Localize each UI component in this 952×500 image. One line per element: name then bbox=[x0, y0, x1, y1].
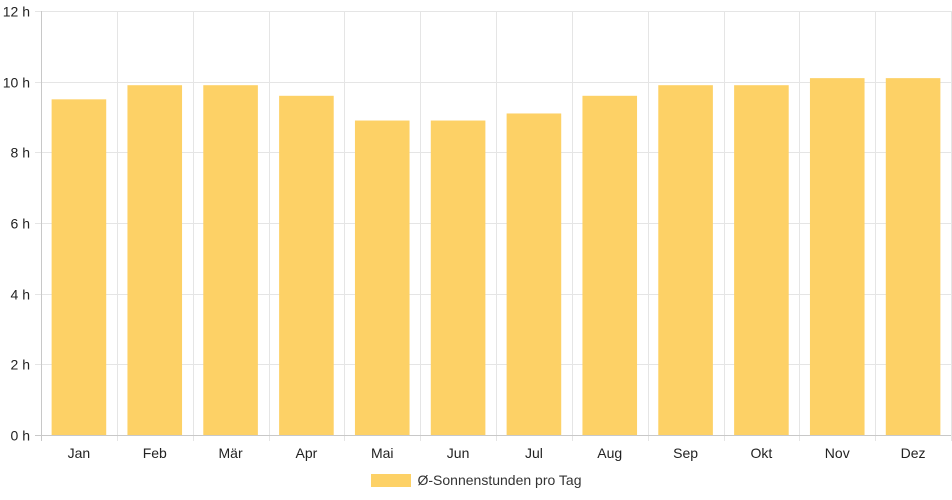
y-tick-label: 6 h bbox=[11, 216, 30, 232]
legend-label: Ø-Sonnenstunden pro Tag bbox=[417, 472, 582, 488]
bar[interactable] bbox=[203, 85, 258, 435]
bar[interactable] bbox=[430, 120, 486, 436]
x-tick-label: Mär bbox=[219, 445, 243, 461]
x-tick-label: Sep bbox=[673, 445, 698, 461]
axes bbox=[35, 11, 951, 441]
y-tick-label: 2 h bbox=[11, 357, 30, 373]
legend[interactable]: Ø-Sonnenstunden pro Tag bbox=[0, 472, 952, 488]
bar[interactable] bbox=[582, 95, 638, 436]
bar[interactable] bbox=[885, 78, 941, 435]
bar[interactable] bbox=[127, 85, 183, 435]
legend-swatch bbox=[370, 473, 411, 487]
bar[interactable] bbox=[809, 78, 865, 435]
bar[interactable] bbox=[734, 85, 789, 435]
y-tick-label: 0 h bbox=[11, 428, 30, 444]
bar[interactable] bbox=[354, 120, 410, 436]
bar-chart: 0 h 2 h 4 h 6 h 8 h 10 h 12 h Jan Feb Mär Apr Mai Ju… bbox=[3, 4, 952, 462]
x-tick-label: Okt bbox=[751, 445, 773, 461]
tick-labels: 0 h 2 h 4 h 6 h 8 h 10 h 12 h Jan Feb Mär Apr Mai Ju… bbox=[3, 4, 926, 462]
x-tick-label: Jul bbox=[525, 445, 543, 461]
y-tick-label: 8 h bbox=[11, 145, 30, 161]
bar[interactable] bbox=[279, 95, 334, 436]
x-tick-label: Jun bbox=[447, 445, 470, 461]
y-tick-label: 12 h bbox=[3, 4, 30, 20]
y-tick-label: 4 h bbox=[11, 287, 30, 303]
x-tick-label: Mai bbox=[371, 445, 394, 461]
x-tick-label: Dez bbox=[901, 445, 926, 461]
bar[interactable] bbox=[51, 99, 107, 435]
x-tick-label: Feb bbox=[143, 445, 167, 461]
bars bbox=[51, 78, 941, 436]
bar[interactable] bbox=[658, 85, 713, 435]
x-tick-label: Nov bbox=[825, 445, 850, 461]
bar[interactable] bbox=[506, 113, 562, 435]
x-tick-label: Aug bbox=[597, 445, 622, 461]
x-tick-label: Jan bbox=[68, 445, 91, 461]
x-tick-label: Apr bbox=[296, 445, 318, 461]
grid-lines bbox=[35, 11, 952, 441]
y-tick-label: 10 h bbox=[3, 75, 30, 91]
